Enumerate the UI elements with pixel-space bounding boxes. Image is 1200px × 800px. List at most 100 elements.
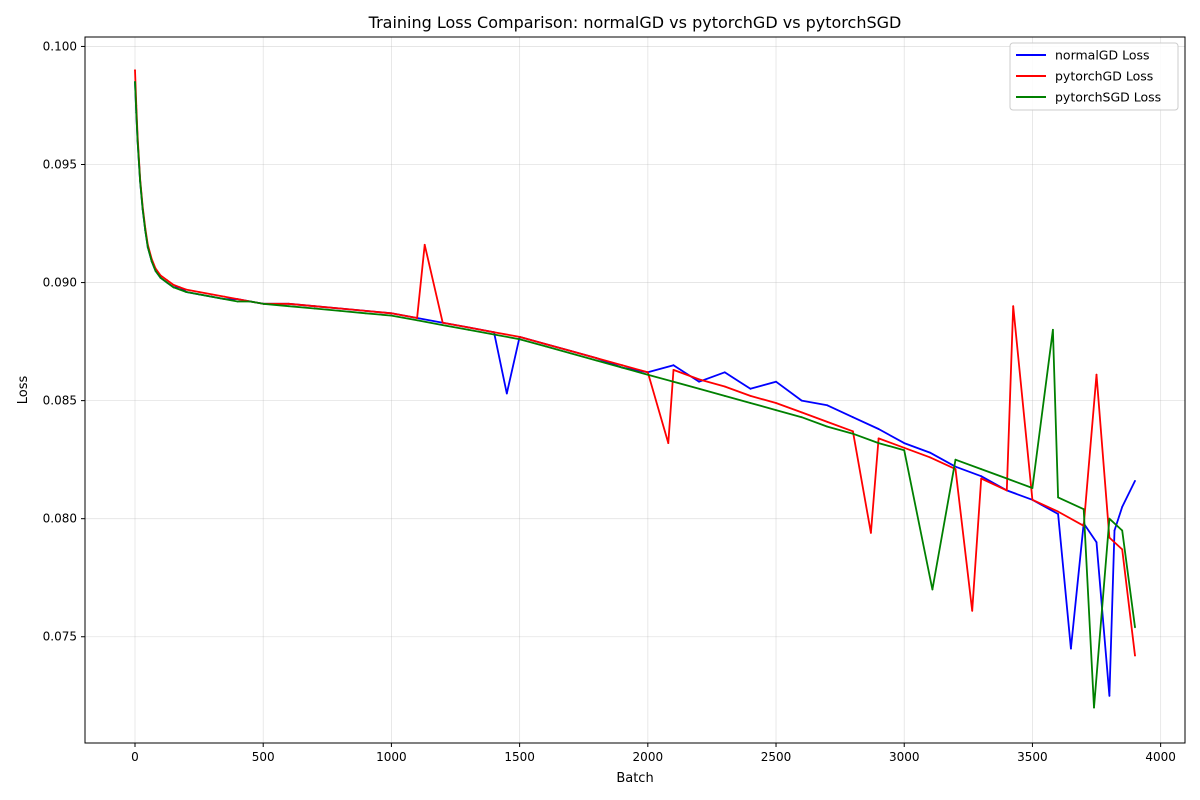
data-point [423, 243, 426, 246]
data-point [364, 310, 367, 312]
data-point [313, 307, 316, 310]
data-point [364, 312, 367, 315]
data-point [1093, 706, 1095, 709]
data-point [1057, 513, 1059, 515]
x-tick-label: 1000 [376, 750, 407, 764]
data-point [1052, 328, 1054, 331]
data-point [800, 399, 803, 402]
data-point [249, 300, 252, 303]
data-point [980, 475, 983, 478]
data-point [570, 350, 572, 352]
data-point [159, 276, 162, 279]
data-point [467, 326, 470, 329]
y-tick-label: 0.090 [43, 276, 77, 290]
data-point [134, 69, 136, 71]
axis-ticks: 0 500 1000 1500 2000 2500 3000 3500 4000 0.075 0.0… [43, 39, 1176, 764]
data-point [775, 409, 777, 411]
legend-box [1009, 42, 1179, 111]
data-point [1070, 647, 1072, 650]
x-tick-label: 2500 [761, 750, 792, 764]
data-point [1121, 548, 1124, 551]
data-point [800, 416, 803, 419]
data-point [544, 345, 547, 348]
legend-label: normalGD Loss [1055, 48, 1150, 63]
data-point [505, 392, 508, 395]
data-point [852, 432, 854, 435]
data-point [870, 532, 872, 534]
series-layer [134, 69, 1136, 709]
data-point [416, 319, 418, 322]
data-point [931, 588, 934, 591]
data-point [1108, 517, 1111, 520]
x-tick-label: 4000 [1145, 750, 1176, 764]
legend-label: pytorchGD Loss [1055, 69, 1153, 84]
y-tick-label: 0.075 [43, 630, 77, 644]
data-point [166, 279, 169, 282]
data-point [749, 395, 752, 397]
x-tick-label: 500 [252, 750, 275, 764]
y-axis-title: Loss [16, 376, 31, 405]
data-point [877, 437, 880, 440]
data-point [698, 378, 700, 381]
data-point [441, 324, 444, 326]
data-point [135, 111, 138, 114]
data-point [1095, 373, 1098, 376]
data-point [667, 442, 670, 444]
data-point [136, 140, 139, 142]
data-point [646, 371, 649, 374]
data-point [441, 321, 444, 324]
data-point [1057, 510, 1059, 513]
data-point [1057, 496, 1059, 499]
data-point [185, 288, 188, 291]
data-point [179, 288, 181, 291]
legend: normalGD Loss pytorchGD Loss pytorchSGD Lo… [1009, 42, 1179, 111]
data-point [1005, 489, 1008, 492]
data-point [146, 246, 149, 249]
data-point [144, 229, 147, 232]
data-point [826, 421, 829, 423]
plot-background [85, 37, 1185, 743]
data-point [698, 380, 700, 383]
data-point [518, 336, 521, 338]
data-point [852, 430, 854, 433]
data-point [390, 314, 393, 317]
y-tick-label: 0.100 [43, 39, 77, 53]
data-point [826, 425, 829, 428]
y-tick-label: 0.095 [43, 158, 77, 172]
data-point [211, 293, 213, 296]
data-point [154, 269, 157, 272]
data-point [493, 333, 495, 336]
data-point [595, 359, 598, 362]
data-point [236, 298, 239, 300]
data-point [262, 302, 265, 305]
data-point [1134, 480, 1136, 482]
data-point [287, 305, 290, 308]
data-point [980, 468, 983, 470]
data-point [198, 293, 201, 296]
x-tick-label: 0 [131, 750, 139, 764]
data-point [1121, 506, 1124, 508]
data-point [903, 442, 906, 444]
data-point [775, 380, 777, 383]
data-point [134, 81, 136, 83]
data-point [749, 402, 752, 404]
data-point [723, 371, 726, 374]
data-point [646, 373, 649, 376]
data-point [877, 428, 880, 430]
data-point [172, 286, 175, 289]
data-point [150, 260, 153, 263]
y-tick-label: 0.080 [43, 512, 77, 526]
data-point [390, 312, 393, 315]
data-point [339, 307, 341, 310]
series-pytorchsgd-loss [134, 81, 1136, 709]
data-point [141, 208, 144, 211]
data-point [1108, 536, 1111, 539]
data-point [198, 291, 201, 293]
data-point [223, 295, 226, 298]
data-point [877, 442, 880, 444]
data-point [672, 380, 675, 383]
data-point [1005, 477, 1008, 480]
data-point [672, 369, 675, 371]
data-point [223, 298, 226, 300]
data-point [672, 364, 675, 367]
